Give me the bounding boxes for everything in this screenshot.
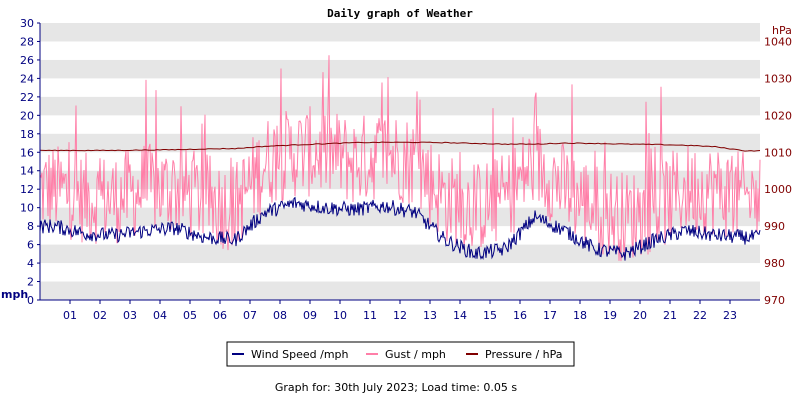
- left-tick-label: 6: [27, 239, 34, 252]
- left-tick-label: 0: [27, 294, 34, 307]
- gust-line: [39, 55, 761, 262]
- right-tick-label: 1040: [764, 35, 792, 48]
- x-tick-label: 13: [423, 309, 437, 322]
- right-tick-label: 1030: [764, 72, 792, 85]
- grid-band: [40, 244, 760, 264]
- x-tick-label: 10: [333, 309, 347, 322]
- x-tick-label: 14: [453, 309, 467, 322]
- left-tick-label: 2: [27, 276, 34, 289]
- pressure-line: [39, 141, 761, 152]
- grid-band: [40, 133, 760, 153]
- left-tick-label: 4: [27, 257, 34, 270]
- footer-text: Graph for: 30th July 2023; Load time: 0.…: [275, 381, 518, 394]
- right-tick-label: 970: [764, 294, 785, 307]
- x-tick-label: 18: [573, 309, 587, 322]
- x-tick-label: 12: [393, 309, 407, 322]
- x-tick-label: 02: [93, 309, 107, 322]
- right-tick-label: 1020: [764, 109, 792, 122]
- left-tick-label: 14: [20, 165, 34, 178]
- x-tick-label: 07: [243, 309, 257, 322]
- legend-label: Wind Speed /mph: [251, 348, 349, 361]
- x-tick-label: 20: [633, 309, 647, 322]
- grid-band: [40, 59, 760, 79]
- x-tick-label: 05: [183, 309, 197, 322]
- x-tick-label: 09: [303, 309, 317, 322]
- left-tick-label: 30: [20, 17, 34, 30]
- grid-band: [40, 23, 760, 42]
- right-tick-label: 1000: [764, 183, 792, 196]
- left-tick-label: 20: [20, 109, 34, 122]
- wind-speed-line: [39, 196, 761, 261]
- series-layer: [39, 55, 761, 262]
- x-tick-label: 16: [513, 309, 527, 322]
- right-tick-label: 990: [764, 220, 785, 233]
- left-tick-label: 10: [20, 202, 34, 215]
- grid-band: [40, 170, 760, 190]
- x-tick-label: 11: [363, 309, 377, 322]
- left-tick-label: 18: [20, 128, 34, 141]
- x-tick-label: 17: [543, 309, 557, 322]
- legend: Wind Speed /mph Gust / mph Pressure / hPa: [226, 341, 575, 367]
- x-tick-label: 23: [723, 309, 737, 322]
- chart-title: Daily graph of Weather: [327, 7, 473, 20]
- left-tick-label: 24: [20, 72, 34, 85]
- left-axis-unit: mph: [1, 288, 28, 301]
- right-tick-label: 1010: [764, 146, 792, 159]
- left-tick-label: 28: [20, 35, 34, 48]
- x-tick-label: 04: [153, 309, 167, 322]
- x-tick-label: 15: [483, 309, 497, 322]
- right-tick-label: 980: [764, 257, 785, 270]
- left-tick-label: 16: [20, 146, 34, 159]
- x-tick-label: 03: [123, 309, 137, 322]
- grid-bands: [40, 23, 760, 300]
- left-tick-label: 22: [20, 91, 34, 104]
- axes: 0246810121416182022242628309709809901000…: [1, 17, 792, 322]
- legend-label: Pressure / hPa: [485, 348, 563, 361]
- x-tick-label: 06: [213, 309, 227, 322]
- x-tick-label: 01: [63, 309, 77, 322]
- grid-band: [40, 281, 760, 300]
- left-tick-label: 12: [20, 183, 34, 196]
- left-tick-label: 8: [27, 220, 34, 233]
- legend-box: [226, 341, 575, 367]
- x-tick-label: 08: [273, 309, 287, 322]
- left-tick-label: 26: [20, 54, 34, 67]
- x-tick-label: 21: [663, 309, 677, 322]
- legend-label: Gust / mph: [385, 348, 446, 361]
- grid-band: [40, 96, 760, 116]
- x-tick-label: 22: [693, 309, 707, 322]
- right-axis-unit: hPa: [772, 24, 792, 37]
- x-tick-label: 19: [603, 309, 617, 322]
